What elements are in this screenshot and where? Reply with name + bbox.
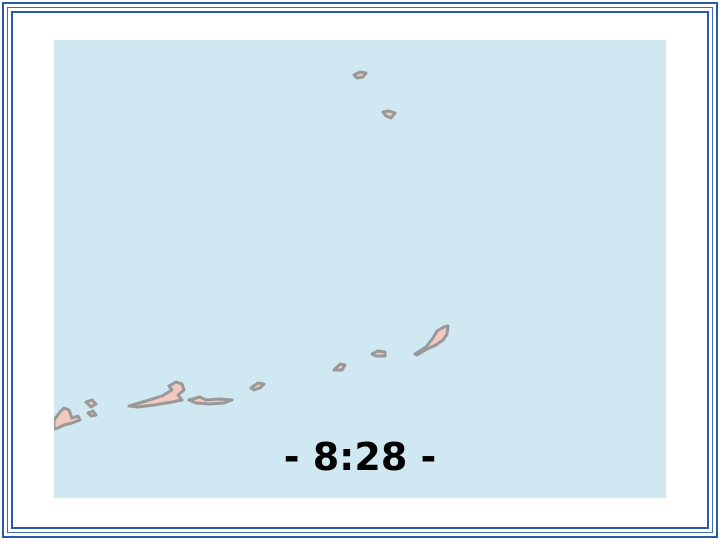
island-east-large — [415, 326, 448, 355]
island-north-1 — [354, 72, 366, 78]
map-panel: - 8:28 - — [54, 40, 666, 498]
island-central — [251, 383, 264, 390]
island-west-thin — [189, 397, 232, 404]
island-north-2 — [383, 111, 395, 118]
island-map — [54, 40, 666, 498]
island-far-west-1 — [54, 408, 80, 429]
island-west-long — [129, 382, 184, 407]
island-east-small-2 — [334, 364, 345, 370]
island-east-small-1 — [372, 351, 385, 356]
island-far-west-2 — [86, 400, 96, 407]
island-far-west-3 — [88, 411, 96, 416]
countdown-timer: - 8:28 - — [54, 435, 666, 479]
